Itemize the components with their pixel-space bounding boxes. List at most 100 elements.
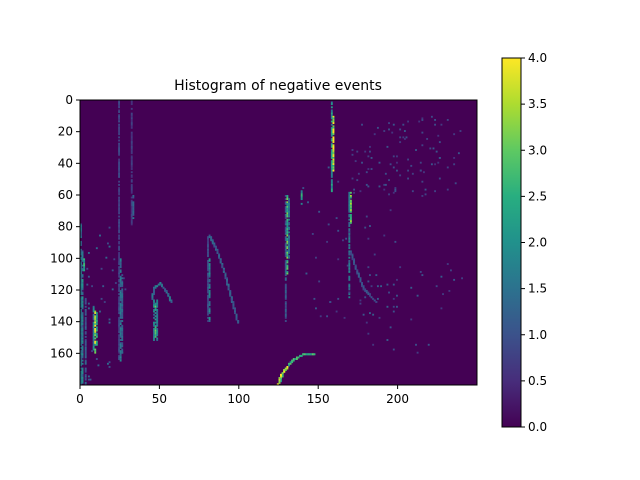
heatmap-cell [286,196,289,199]
heatmap-cell [207,245,209,248]
heatmap-cell [207,248,209,251]
heatmap-cell [365,291,368,294]
heatmap-cell [232,304,235,307]
heatmap-cell [411,190,414,193]
heatmap-cell [332,145,335,148]
heatmap-cell [95,318,98,321]
heatmap-cell [92,321,95,324]
heatmap-cell [119,331,122,334]
heatmap-cell [284,264,287,267]
heatmap-cell [118,318,120,321]
heatmap-cell [284,239,287,242]
heatmap-cell [210,236,213,239]
heatmap-cell [130,144,133,147]
heatmap-cell [222,267,225,270]
heatmap-cell [332,164,335,167]
heatmap-cell [118,226,120,229]
heatmap-cell [208,291,211,294]
heatmap-cell [227,286,230,289]
heatmap-cell [227,285,230,288]
heatmap-cell [399,174,402,177]
heatmap-cell [378,185,381,188]
heatmap-cell [207,305,209,308]
heatmap-cell [118,187,120,189]
heatmap-cell [84,326,87,329]
heatmap-cell [118,339,120,341]
heatmap-cell [348,245,351,248]
heatmap-cell [81,288,84,291]
heatmap-cell [81,307,84,310]
heatmap-cell [130,115,133,118]
heatmap-cell [153,331,155,334]
heatmap-cell [207,277,209,280]
heatmap-cell [348,259,351,262]
heatmap-cell [118,147,120,150]
heatmap-cell [388,122,390,125]
heatmap-cell [330,117,333,120]
heatmap-cell [80,381,82,384]
heatmap-cell [284,198,287,201]
heatmap-cell [349,214,352,216]
heatmap-cell [80,356,82,359]
heatmap-cell [130,212,133,215]
heatmap-cell [354,266,357,269]
heatmap-cell [118,285,120,288]
heatmap-cell [121,312,124,315]
heatmap-cell [348,218,351,221]
heatmap-cell [118,123,120,126]
heatmap-cell [95,313,98,316]
heatmap-cell [284,274,287,277]
heatmap-cell [121,301,124,303]
heatmap-cell [153,323,155,326]
heatmap-cell [84,321,87,324]
heatmap-cell [80,316,82,319]
heatmap-cell [332,131,335,134]
heatmap-cell [165,291,168,294]
heatmap-cell [118,307,120,310]
heatmap-cell [132,202,135,205]
heatmap-cell [81,255,84,258]
y-tick-label: 100 [50,251,73,265]
heatmap-cell [330,120,333,123]
heatmap-cell [394,240,397,243]
heatmap-cell [348,244,351,246]
heatmap-cell [207,288,209,291]
heatmap-cell [119,326,122,329]
heatmap-cell [130,125,133,128]
heatmap-cell [84,348,87,351]
heatmap-cell [132,217,135,220]
heatmap-cell [288,223,290,226]
heatmap-cell [337,229,340,232]
heatmap-cell [130,149,133,151]
heatmap-cell [286,233,289,235]
heatmap-cell [87,307,90,310]
heatmap-cell [208,286,211,289]
heatmap-cell [230,297,233,300]
heatmap-cell [288,231,290,234]
heatmap-cell [118,310,120,313]
heatmap-cell [386,283,389,286]
heatmap-cell [284,206,287,208]
heatmap-cell [330,149,333,151]
heatmap-cell [207,307,209,310]
heatmap-cell [119,278,122,281]
heatmap-cell [165,290,168,292]
heatmap-cell [130,157,133,159]
heatmap-cell [365,290,368,292]
heatmap-cell [362,288,365,291]
heatmap-cell [326,315,329,318]
heatmap-cell [332,115,335,118]
heatmap-cell [121,288,124,291]
heatmap-cell [153,310,155,313]
heatmap-cell [330,133,333,136]
heatmap-cell [130,206,133,208]
heatmap-cell [392,191,395,194]
heatmap-cell [330,161,333,164]
heatmap-cell [224,274,227,277]
heatmap-cell [80,290,82,292]
heatmap-cell [373,299,376,302]
heatmap-cell [208,302,211,305]
heatmap-cell [130,139,133,142]
heatmap-cell [208,234,211,237]
heatmap-cell [84,367,87,370]
